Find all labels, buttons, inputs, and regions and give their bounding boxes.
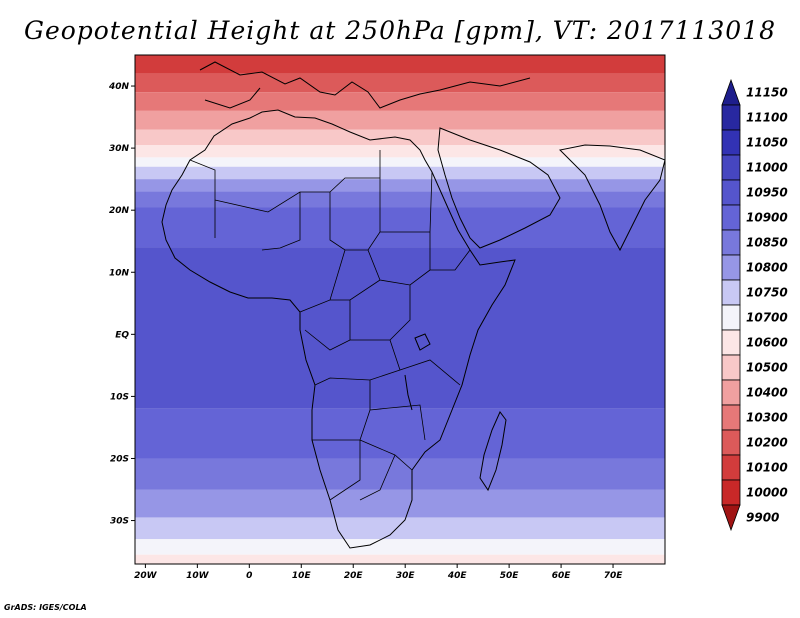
field-band bbox=[135, 55, 665, 74]
colorbar-label: 10100 bbox=[746, 461, 788, 475]
field-band bbox=[135, 247, 665, 409]
colorbar-label: 10700 bbox=[746, 311, 788, 325]
colorbar-swatch bbox=[721, 429, 741, 456]
latitude-ticks: 40N 30N 20N 10N EQ 10S 20S 30S bbox=[108, 82, 135, 527]
lon-tick-label: 20E bbox=[344, 571, 364, 581]
lat-tick-label: 20N bbox=[109, 206, 130, 216]
field-band bbox=[135, 166, 665, 180]
colorbar-swatch bbox=[721, 454, 741, 481]
field-band bbox=[135, 408, 665, 459]
field-band bbox=[135, 73, 665, 93]
lon-tick-label: 0 bbox=[246, 571, 252, 581]
india-coastline bbox=[558, 144, 665, 252]
colorbar-label: 10600 bbox=[746, 336, 788, 350]
lon-tick-label: 60E bbox=[552, 571, 572, 581]
field-band bbox=[135, 110, 665, 130]
colorbar-label: 10800 bbox=[746, 261, 788, 275]
lat-tick-label: 30N bbox=[109, 144, 130, 154]
colorbar-label: 11000 bbox=[746, 161, 788, 175]
colorbar-swatch bbox=[721, 129, 741, 156]
colorbar-swatch bbox=[721, 379, 741, 406]
colorbar-arrow-bottom bbox=[721, 504, 741, 532]
lon-tick-label: 40E bbox=[447, 571, 468, 581]
lat-tick-label: 20S bbox=[110, 454, 129, 464]
field-band bbox=[135, 554, 665, 564]
field-band bbox=[135, 517, 665, 540]
lake-victoria bbox=[414, 333, 431, 351]
colorbar-swatch bbox=[721, 204, 741, 231]
arabia-coastline bbox=[437, 127, 561, 249]
lon-tick-label: 10E bbox=[292, 571, 312, 581]
map-frame bbox=[134, 54, 666, 565]
colorbar-swatch bbox=[721, 154, 741, 181]
field-band bbox=[135, 157, 665, 167]
iberia-coastline bbox=[204, 87, 261, 109]
madagascar-coastline bbox=[479, 411, 507, 492]
lat-tick-label: 10S bbox=[110, 392, 129, 402]
colorbar-arrow-top bbox=[721, 78, 741, 106]
lon-tick-label: 10W bbox=[186, 571, 210, 581]
colorbar-swatch bbox=[721, 354, 741, 381]
colorbar-label: 10950 bbox=[746, 186, 788, 200]
colorbar-swatch bbox=[721, 279, 741, 306]
colorbar-label: 10750 bbox=[746, 286, 788, 300]
colorbar-label: 10500 bbox=[746, 361, 788, 375]
colorbar-swatch bbox=[721, 229, 741, 256]
field-band bbox=[135, 207, 665, 248]
colorbar-swatch bbox=[721, 104, 741, 131]
colorbar-label: 9900 bbox=[746, 511, 779, 525]
lat-tick-label: 40N bbox=[108, 82, 130, 92]
colorbar-label: 10000 bbox=[746, 486, 788, 500]
lat-tick-label: 10N bbox=[109, 268, 130, 278]
europe-coastline bbox=[199, 61, 531, 109]
colorbar-label: 10300 bbox=[746, 411, 788, 425]
field-band bbox=[135, 489, 665, 518]
colorbar-swatch bbox=[721, 179, 741, 206]
height-field bbox=[135, 55, 665, 564]
lon-tick-label: 30E bbox=[396, 571, 416, 581]
field-band bbox=[135, 92, 665, 111]
colorbar-swatch bbox=[721, 254, 741, 281]
field-band bbox=[135, 539, 665, 555]
field-band bbox=[135, 145, 665, 158]
grads-credit: GrADS: IGES/COLA bbox=[4, 603, 87, 612]
lon-tick-label: 50E bbox=[500, 571, 520, 581]
colorbar-label: 10900 bbox=[746, 211, 788, 225]
colorbar: 11150 11100 11050 11000 10950 10900 10850 10800… bbox=[721, 78, 788, 532]
field-band bbox=[135, 129, 665, 146]
lake-tanganyika bbox=[404, 374, 413, 411]
field-band bbox=[135, 191, 665, 208]
field-band bbox=[135, 179, 665, 192]
colorbar-label: 10400 bbox=[746, 386, 788, 400]
colorbar-label: 11150 bbox=[746, 86, 788, 100]
colorbar-label: 10850 bbox=[746, 236, 788, 250]
lat-tick-label: EQ bbox=[115, 330, 129, 340]
colorbar-swatch bbox=[721, 479, 741, 506]
colorbar-swatch bbox=[721, 304, 741, 331]
colorbar-label: 11050 bbox=[746, 136, 788, 150]
colorbar-swatch bbox=[721, 404, 741, 431]
colorbar-label: 11100 bbox=[746, 111, 788, 125]
africa-coastline bbox=[161, 109, 516, 549]
country-borders bbox=[189, 150, 471, 501]
map-title: Geopotential Height at 250hPa [gpm], VT:… bbox=[23, 16, 777, 45]
lon-tick-label: 20W bbox=[134, 571, 158, 581]
field-band bbox=[135, 458, 665, 490]
lon-tick-label: 70E bbox=[604, 571, 624, 581]
lat-tick-label: 30S bbox=[110, 517, 129, 527]
longitude-ticks: 20W 10W 0 10E 20E 30E 40E 50E 60E 70E bbox=[134, 564, 623, 581]
colorbar-swatch bbox=[721, 329, 741, 356]
coastlines bbox=[161, 61, 665, 549]
colorbar-label: 10200 bbox=[746, 436, 788, 450]
